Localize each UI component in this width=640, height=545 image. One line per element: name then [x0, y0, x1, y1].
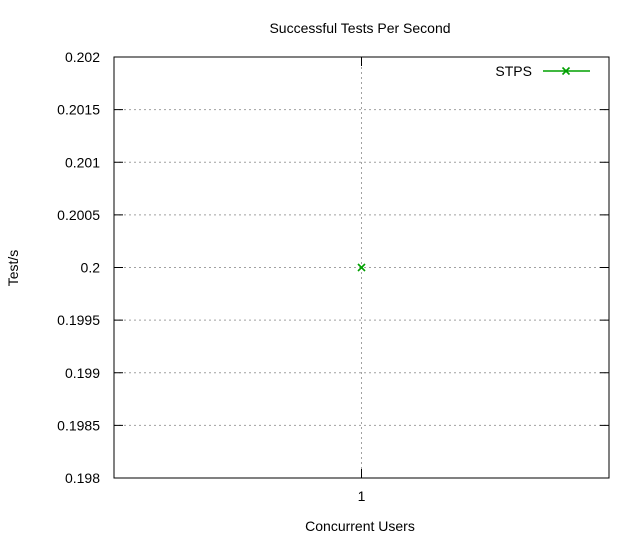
y-tick-label: 0.2 [81, 260, 101, 276]
axis-ticks: 0.198 0.1985 0.199 0.1995 0.2 0.2005 0.201 0.20… [57, 49, 609, 504]
y-tick-label: 0.1985 [57, 417, 100, 433]
y-tick-label: 0.202 [65, 49, 100, 65]
legend: STPS [495, 63, 590, 79]
data-point [357, 263, 366, 272]
chart-title: Successful Tests Per Second [269, 20, 450, 36]
x-axis-label: Concurrent Users [305, 518, 415, 534]
plot-frame [113, 56, 610, 479]
y-tick-label: 0.201 [65, 154, 100, 170]
y-tick-label: 0.2005 [57, 207, 100, 223]
y-axis-label: Test/s [5, 250, 21, 287]
legend-label: STPS [495, 63, 532, 79]
x-tick-label: 1 [358, 488, 366, 504]
y-tick-label: 0.199 [65, 365, 100, 381]
legend-marker [561, 66, 571, 76]
y-tick-label: 0.2015 [57, 102, 100, 118]
y-tick-label: 0.1995 [57, 312, 100, 328]
y-tick-label: 0.198 [65, 470, 100, 486]
data-layer [357, 263, 366, 272]
